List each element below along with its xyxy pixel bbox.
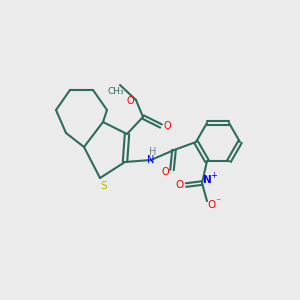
Text: O: O [126,96,134,106]
Text: S: S [101,181,107,191]
Text: N: N [147,155,155,165]
Text: H: H [149,147,157,157]
Text: O: O [161,167,169,177]
Text: N: N [202,175,211,185]
Text: CH₃: CH₃ [108,88,124,97]
Text: O: O [175,180,183,190]
Text: O: O [208,200,216,210]
Text: +: + [211,171,218,180]
Text: O: O [163,121,171,131]
Text: ⁻: ⁻ [215,197,220,207]
